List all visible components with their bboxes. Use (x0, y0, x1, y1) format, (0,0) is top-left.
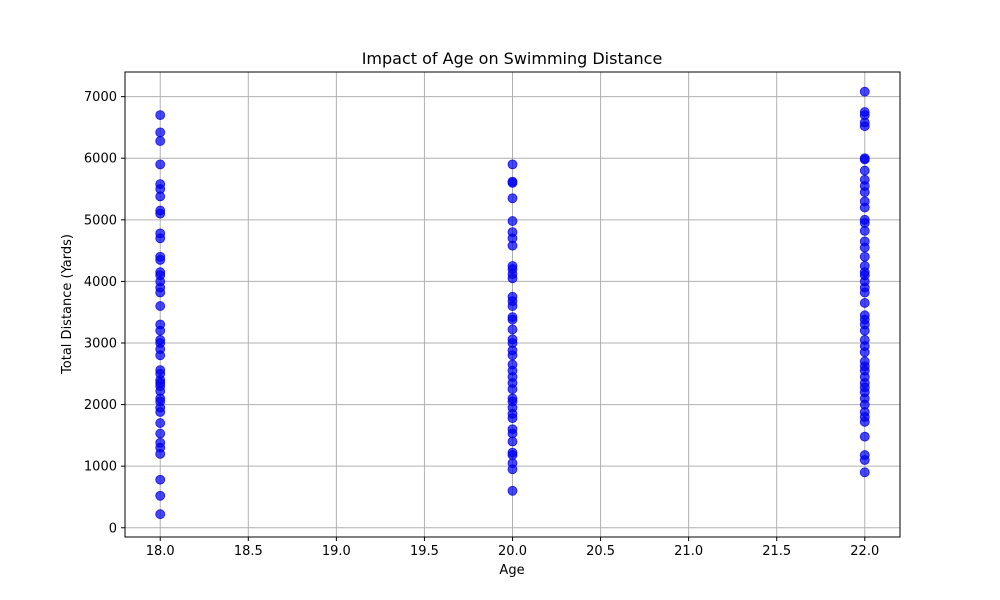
x-axis-ticks: 18.0 18.5 19.0 19.5 20.0 20.5 21.0 21.5 22.0 (146, 537, 879, 559)
data-point (859, 467, 870, 478)
data-point (859, 214, 870, 225)
data-point (507, 159, 518, 170)
y-tick-label: 0 (109, 521, 117, 536)
data-point (859, 251, 870, 262)
y-tick-label: 1000 (84, 460, 117, 475)
chart-title: Impact of Age on Swimming Distance (362, 49, 663, 68)
data-point (507, 334, 518, 345)
data-point (155, 335, 166, 345)
y-tick-label: 7000 (84, 90, 117, 105)
x-tick-label: 20.0 (498, 544, 527, 559)
x-tick-label: 22.0 (850, 544, 879, 559)
data-point (859, 356, 870, 367)
data-point (859, 196, 870, 207)
data-points (155, 86, 870, 520)
data-point (507, 485, 518, 496)
data-point (507, 424, 518, 435)
data-point (155, 136, 166, 146)
data-point (155, 110, 166, 121)
data-point (859, 107, 870, 117)
y-tick-label: 2000 (84, 398, 117, 413)
x-tick-label: 20.5 (586, 544, 615, 559)
data-point (507, 447, 518, 458)
y-tick-label: 5000 (84, 213, 117, 228)
y-tick-label: 6000 (84, 152, 117, 167)
data-point (155, 474, 166, 485)
data-point (507, 227, 518, 238)
data-point (155, 205, 166, 216)
data-point (155, 127, 166, 138)
data-point (507, 216, 518, 226)
data-point (155, 418, 166, 428)
data-point (859, 153, 870, 164)
data-point (507, 291, 518, 302)
data-point (155, 509, 166, 520)
data-point (155, 228, 166, 239)
x-tick-label: 21.0 (674, 544, 703, 559)
data-point (155, 319, 166, 330)
y-tick-label: 3000 (84, 336, 117, 351)
x-tick-label: 21.5 (762, 544, 791, 559)
data-point (859, 298, 870, 308)
data-point (155, 179, 166, 189)
y-tick-label: 4000 (84, 275, 117, 290)
data-point (859, 165, 870, 176)
data-point (155, 365, 166, 375)
data-point (859, 450, 870, 460)
data-point (155, 490, 166, 501)
data-point (859, 86, 870, 97)
data-point (155, 428, 166, 439)
x-tick-label: 18.0 (146, 544, 175, 559)
data-point (507, 193, 518, 204)
x-tick-label: 18.5 (234, 544, 263, 559)
y-axis-ticks: 0 1000 2000 3000 4000 5000 6000 7000 (84, 90, 125, 536)
data-point (859, 236, 870, 247)
data-point (507, 312, 518, 323)
y-axis-label: Total Distance (Yards) (60, 234, 75, 375)
data-point (507, 393, 518, 404)
data-point (859, 310, 870, 321)
data-point (859, 174, 870, 185)
data-point (155, 437, 166, 448)
data-point (859, 431, 870, 442)
data-point (155, 301, 166, 311)
x-axis-label: Age (499, 563, 524, 578)
x-tick-label: 19.0 (322, 544, 351, 559)
data-point (155, 159, 166, 170)
data-point (859, 335, 870, 345)
data-point (507, 324, 518, 335)
data-point (155, 251, 166, 262)
data-point (507, 176, 518, 187)
data-point (859, 261, 870, 271)
x-tick-label: 19.5 (410, 544, 439, 559)
data-point (155, 267, 166, 278)
data-point (507, 261, 518, 271)
data-point (507, 359, 518, 370)
